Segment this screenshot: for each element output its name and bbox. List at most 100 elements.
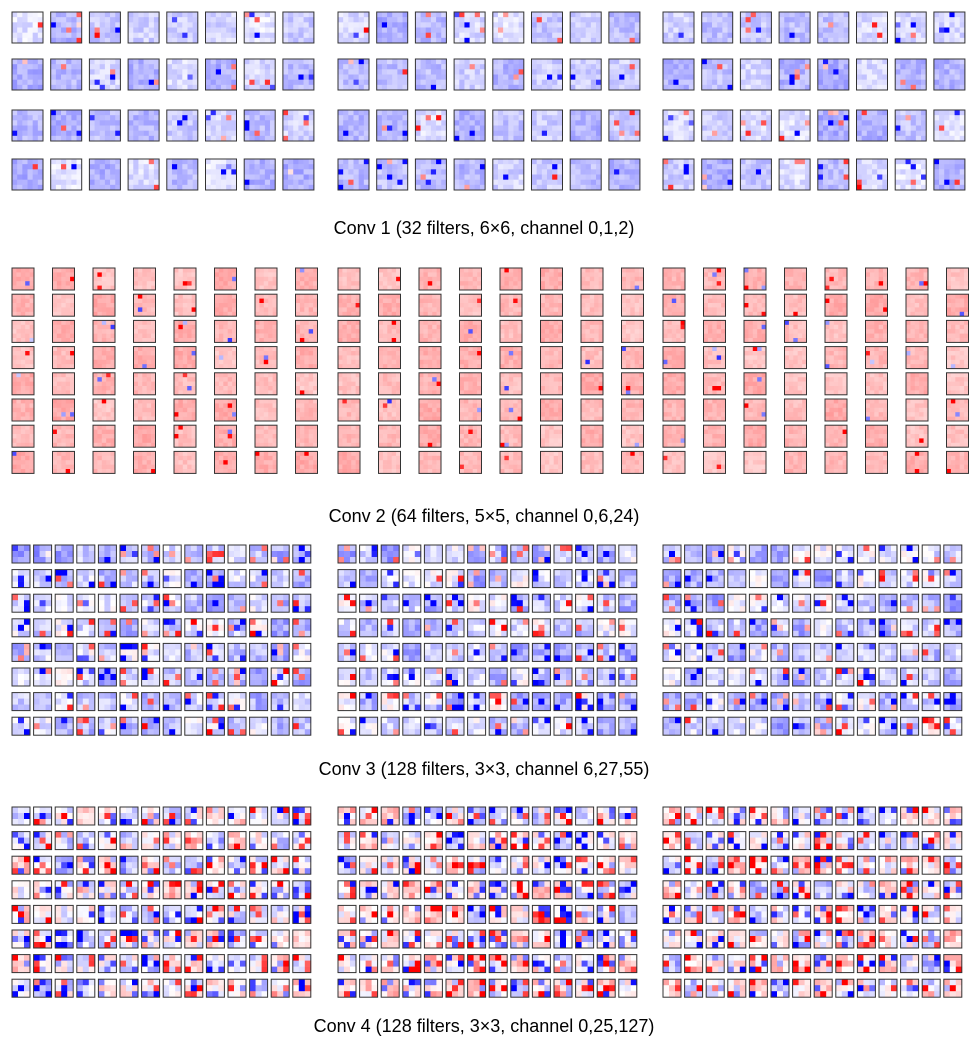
- filter-pixel: [66, 130, 72, 137]
- filter-pixel: [755, 27, 762, 33]
- filter-pixel: [110, 120, 116, 126]
- filter-pixel: [227, 281, 233, 286]
- filter-pixel: [624, 159, 630, 165]
- filter-pixel: [688, 125, 695, 131]
- filter-pixel: [838, 120, 844, 126]
- filter-pixel: [29, 272, 35, 278]
- filter-pixel: [70, 381, 75, 387]
- filter-pixel: [838, 169, 844, 175]
- filter-pixel: [298, 135, 304, 142]
- filter-pixel: [37, 64, 44, 70]
- filter-pixel: [50, 179, 57, 186]
- filter-pixel: [479, 174, 486, 180]
- filter-pixel: [420, 159, 427, 165]
- filter-pixel: [430, 184, 437, 191]
- filter-pixel: [634, 32, 641, 39]
- filter-pixel: [861, 69, 868, 75]
- filter-border: [414, 58, 447, 91]
- filter-pixel: [866, 125, 873, 131]
- filter-pixel: [619, 17, 625, 23]
- filter-pixel: [575, 79, 581, 86]
- filter: [376, 11, 409, 44]
- filter-pixel: [263, 386, 269, 391]
- filter-pixel: [182, 110, 188, 116]
- filter-pixel: [128, 179, 134, 186]
- filter-pixel: [518, 74, 525, 80]
- filter-pixel: [740, 115, 746, 121]
- filter-pixel: [513, 115, 519, 121]
- filter-pixel: [138, 110, 144, 116]
- filter-pixel: [745, 79, 752, 86]
- filter-pixel: [16, 355, 22, 361]
- filter-pixel: [174, 386, 179, 391]
- filter-pixel: [634, 179, 641, 186]
- filter-pixel: [61, 329, 66, 334]
- filter-pixel: [590, 164, 597, 170]
- filter-pixel: [255, 320, 260, 326]
- filter-pixel: [557, 69, 563, 75]
- filter-pixel: [25, 386, 30, 391]
- filter-pixel: [789, 115, 795, 121]
- filter-pixel: [817, 74, 824, 80]
- filter-pixel: [223, 298, 228, 304]
- filter-pixel: [61, 298, 66, 304]
- filter-pixel: [192, 130, 199, 137]
- filter-pixel: [376, 64, 383, 70]
- filter-pixel: [151, 355, 156, 361]
- filter-pixel: [89, 159, 95, 165]
- filter-pixel: [497, 37, 504, 44]
- filter-pixel: [608, 12, 615, 18]
- filter-pixel: [29, 390, 35, 396]
- filter: [295, 319, 318, 343]
- filter-pixel: [25, 320, 30, 326]
- filter-pixel: [174, 272, 179, 278]
- filter-pixel: [629, 32, 636, 39]
- filter-pixel: [221, 59, 227, 65]
- filter-border: [127, 11, 160, 44]
- filter-pixel: [268, 364, 273, 369]
- filter-pixel: [833, 27, 839, 33]
- filter-pixel: [298, 159, 304, 165]
- filter-pixel: [900, 159, 906, 165]
- filter-pixel: [376, 179, 383, 186]
- filter-pixel: [255, 311, 260, 317]
- filter-pixel: [933, 159, 940, 165]
- filter-pixel: [614, 74, 620, 80]
- filter-pixel: [799, 135, 806, 142]
- filter-pixel: [187, 324, 192, 330]
- filter-pixel: [171, 110, 178, 116]
- filter-pixel: [61, 346, 66, 352]
- filter-pixel: [93, 281, 98, 286]
- filter-pixel: [513, 184, 519, 191]
- filter-pixel: [166, 79, 173, 86]
- filter-pixel: [148, 164, 155, 170]
- filter-pixel: [32, 22, 39, 28]
- filter-pixel: [761, 12, 767, 18]
- filter-pixel: [701, 17, 708, 23]
- filter-pixel: [178, 329, 184, 334]
- filter-pixel: [313, 412, 318, 417]
- filter-pixel: [415, 12, 421, 18]
- filter-pixel: [856, 125, 862, 131]
- filter-pixel: [959, 84, 966, 91]
- filter-pixel: [218, 381, 224, 387]
- filter-pixel: [94, 179, 101, 186]
- filter-pixel: [177, 174, 183, 180]
- filter-pixel: [717, 110, 723, 116]
- filter-pixel: [232, 351, 237, 356]
- filter-pixel: [479, 159, 486, 165]
- filter-pixel: [861, 174, 868, 180]
- filter-pixel: [492, 130, 499, 137]
- filter-pixel: [22, 169, 28, 175]
- filter-pixel: [182, 17, 188, 23]
- filter-pixel: [441, 64, 447, 70]
- filter-pixel: [142, 298, 147, 304]
- filter-pixel: [541, 64, 548, 70]
- filter-pixel: [178, 281, 184, 286]
- filter-pixel: [454, 110, 460, 116]
- filter-pixel: [70, 355, 75, 361]
- filter-pixel: [29, 434, 35, 439]
- filter-pixel: [55, 115, 62, 121]
- filter-pixel: [148, 84, 155, 91]
- filter-pixel: [210, 12, 217, 18]
